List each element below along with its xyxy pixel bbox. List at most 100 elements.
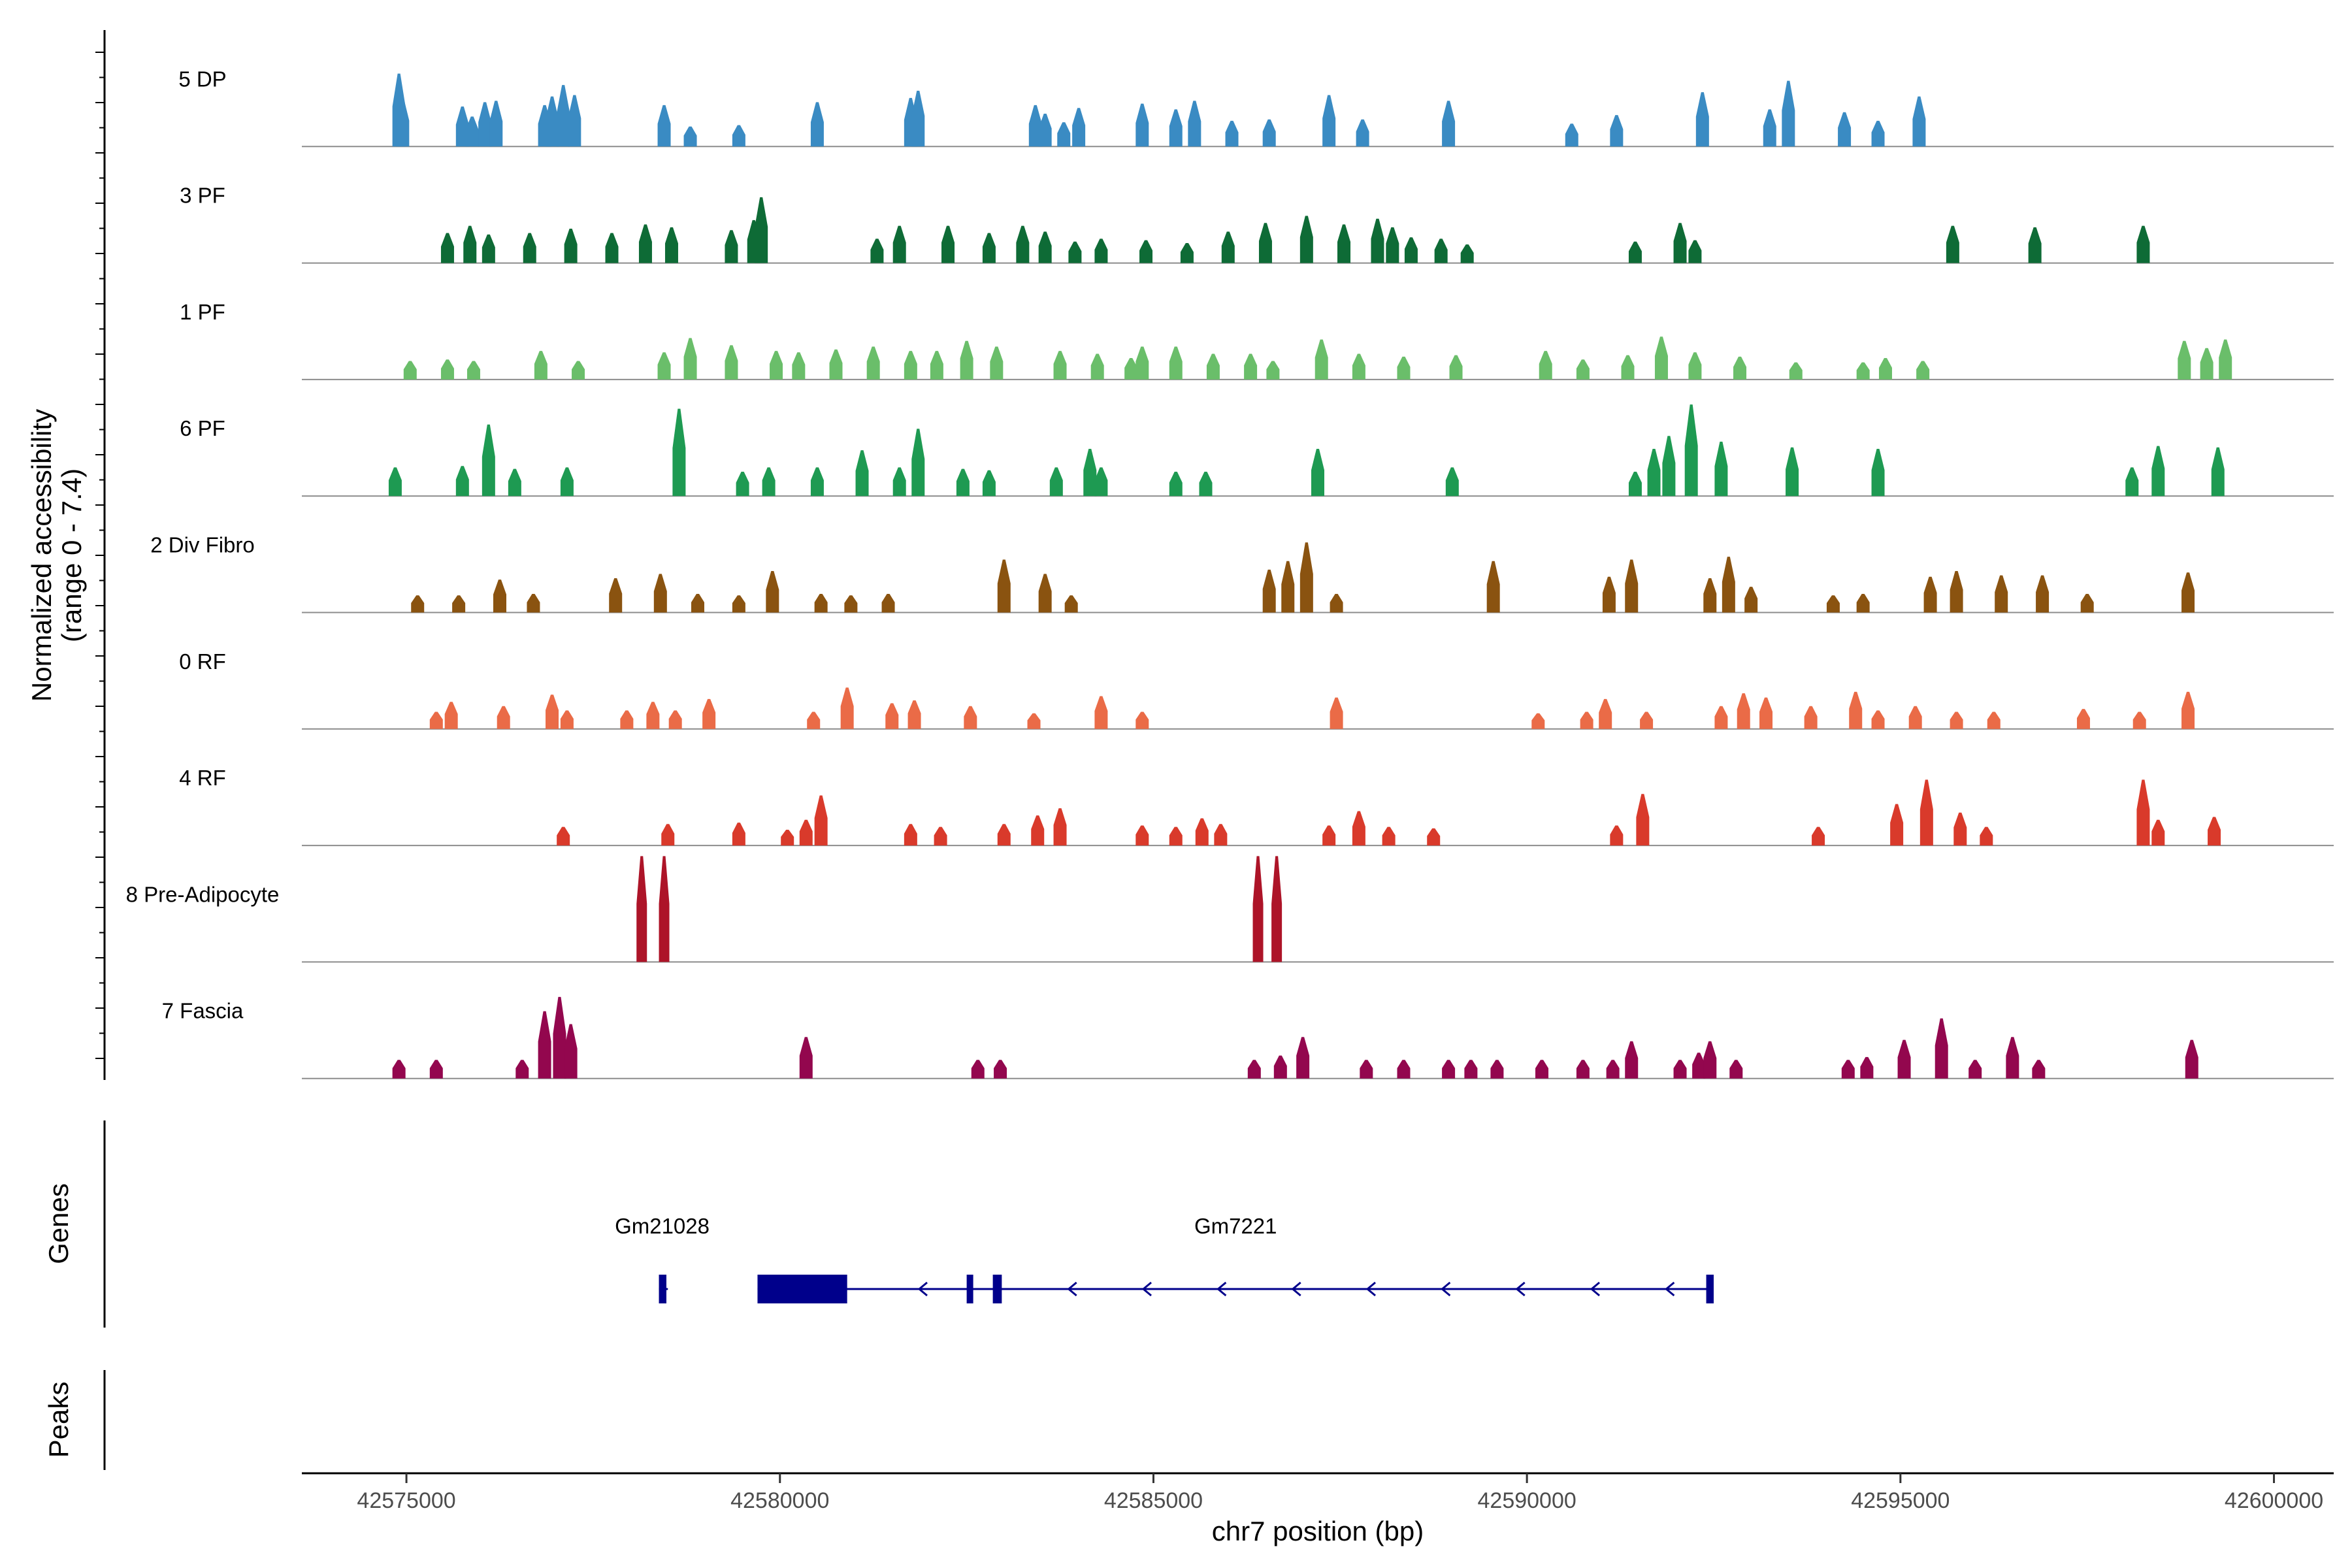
coverage-peak (1199, 471, 1213, 497)
coverage-peak (564, 1024, 578, 1079)
track-6-pf: 6 PF (180, 404, 2334, 497)
coverage-peak (636, 856, 647, 962)
coverage-peak (1714, 706, 1728, 729)
coverage-peak (1252, 856, 1264, 962)
track-label: 2 Div Fibro (150, 533, 255, 557)
coverage-peak (553, 996, 566, 1079)
coverage-peak (1135, 711, 1149, 729)
coverage-peak (1950, 571, 1963, 613)
coverage-peak (1826, 595, 1840, 613)
coverage-peak (546, 96, 559, 147)
coverage-peak (1027, 713, 1041, 729)
coverage-peak (1273, 1055, 1287, 1079)
coverage-peak (762, 467, 776, 497)
coverage-peak (1206, 353, 1220, 380)
coverage-peak (1247, 1060, 1261, 1079)
coverage-peak (1404, 237, 1418, 263)
coverage-peak (2080, 594, 2094, 613)
coverage-peak (810, 102, 824, 147)
coverage-peak (1919, 779, 1933, 846)
coverage-peak (1135, 825, 1149, 846)
coverage-peak (1673, 223, 1687, 263)
x-axis-ticks: 42575000 42580000 42585000 42590000 42595000… (357, 1473, 2323, 1513)
coverage-peak (1692, 1053, 1706, 1079)
coverage-peak (1789, 362, 1803, 380)
coverage-peak (881, 594, 895, 613)
coverage-peak (1397, 356, 1411, 380)
coverage-peak (1610, 115, 1624, 147)
coverage-peak (1625, 559, 1639, 613)
strand-arrow (1590, 1281, 1601, 1297)
coverage-peak (1038, 113, 1052, 147)
coverage-peak (1953, 812, 1967, 846)
coverage-peak (829, 349, 843, 380)
gene-exon (659, 1275, 666, 1303)
track-5-dp: 5 DP (178, 67, 2334, 148)
strand-arrow (1291, 1281, 1301, 1297)
coverage-peak (1576, 359, 1590, 380)
coverage-peak (781, 830, 794, 846)
coverage-peak (1299, 542, 1313, 613)
strand-arrow (1141, 1281, 1152, 1297)
track-7-fascia: 7 Fascia (162, 996, 2334, 1079)
gene-gm21028: Gm21028 (615, 1214, 710, 1303)
coverage-peak (1139, 240, 1153, 263)
coverage-peak (1946, 225, 1959, 263)
coverage-peak (1169, 826, 1183, 846)
coverage-peak (1722, 557, 1735, 613)
coverage-peak (1169, 471, 1183, 497)
strand-arrow (1067, 1281, 1077, 1297)
coverage-peak (1576, 1060, 1590, 1079)
coverage-peak (810, 467, 824, 497)
coverage-peak (515, 1060, 529, 1079)
coverage-peak (1602, 576, 1616, 613)
coverage-peak (1266, 361, 1280, 380)
coverage-peak (1371, 218, 1384, 263)
coverage-peak (1221, 231, 1235, 263)
coverage-peak (1684, 404, 1698, 497)
coverage-peak (934, 826, 947, 846)
coverage-peak (799, 819, 813, 846)
coverage-peak (892, 225, 906, 263)
coverage-peak (1064, 595, 1078, 613)
y-axis-subtitle: (range 0 - 7.4) (56, 468, 87, 642)
coverage-peak (620, 710, 634, 729)
coverage-peak (672, 408, 686, 497)
coverage-peak (1442, 101, 1456, 147)
coverage-peak (1729, 1060, 1743, 1079)
coverage-peak (1812, 826, 1825, 846)
coverage-peak (1445, 467, 1459, 497)
coverage-peak (2181, 572, 2195, 613)
x-tick-label: 42595000 (1851, 1488, 1950, 1513)
coverage-peak (807, 711, 821, 729)
coverage-peak (1908, 706, 1922, 729)
coverage-peak (1330, 594, 1343, 613)
coverage-peak (1090, 353, 1104, 380)
coverage-peak (971, 1060, 985, 1079)
coverage-peak (560, 710, 574, 729)
coverage-peak (1606, 1060, 1620, 1079)
coverage-peak (702, 698, 716, 729)
coverage-peak (557, 826, 570, 846)
coverage-peak (429, 1060, 443, 1079)
coverage-peak (403, 361, 417, 380)
coverage-peak (1733, 356, 1747, 380)
coverage-peak (683, 126, 697, 147)
coverage-peak (440, 233, 454, 263)
coverage-peak (2036, 575, 2050, 613)
coverage-peak (855, 450, 869, 497)
coverage-peak (1856, 362, 1870, 380)
track-label: 4 RF (179, 766, 226, 790)
coverage-peak (1315, 339, 1328, 380)
coverage-peak (1083, 448, 1097, 497)
coverage-peak (534, 351, 547, 380)
coverage-peak (463, 225, 477, 263)
coverage-peak (1016, 225, 1030, 263)
coverage-peak (885, 703, 899, 729)
track-label: 0 RF (179, 649, 226, 674)
coverage-peak (657, 105, 671, 147)
coverage-peak (572, 361, 585, 380)
coverage-peak (732, 823, 745, 846)
coverage-peak (755, 197, 768, 263)
